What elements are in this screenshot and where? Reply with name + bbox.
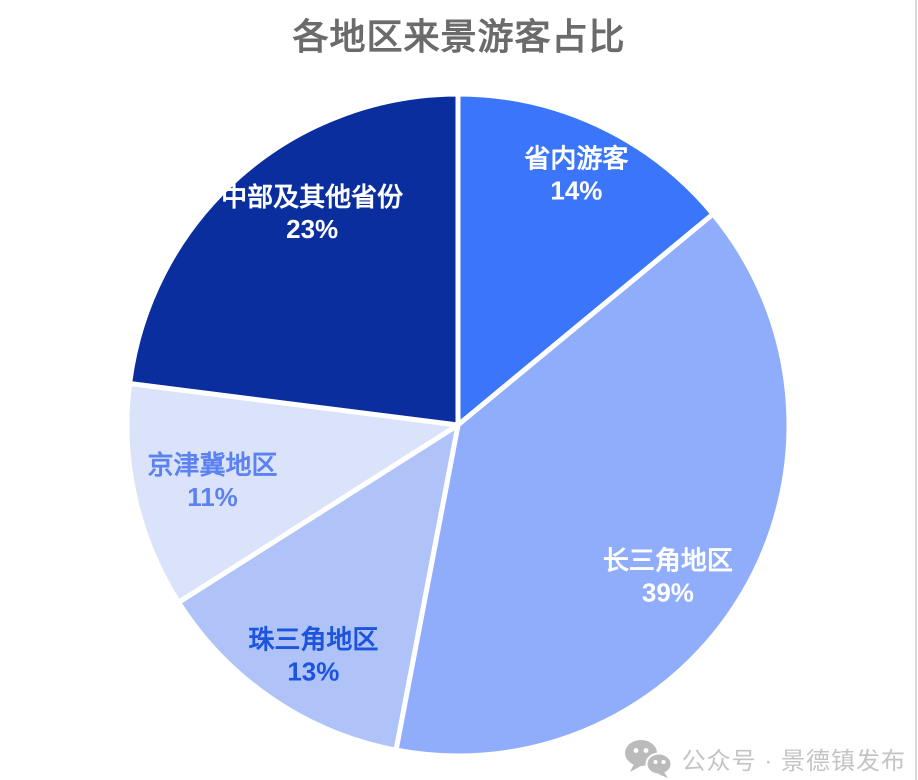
pie-slice-2 — [393, 211, 792, 759]
pie-slice-label-2: 长三角地区 39% — [603, 545, 733, 607]
pie-slice-label-1: 省内游客 14% — [523, 143, 629, 205]
pie-slice-label-4: 京津冀地区 11% — [147, 450, 277, 512]
chart-title: 各地区来景游客占比 — [292, 16, 626, 57]
pie-slice-4 — [124, 381, 461, 605]
pie-slice-3 — [176, 422, 461, 753]
watermark-text: 公众号 · 景德镇发布 — [681, 747, 906, 775]
wechat-icon — [624, 738, 672, 778]
window-edge-line — [915, 0, 917, 780]
watermark: 公众号 · 景德镇发布 — [624, 738, 906, 778]
pie-slice-1 — [455, 91, 716, 428]
pie-slice-5 — [127, 91, 461, 428]
pie-slice-label-3: 珠三角地区 13% — [248, 625, 378, 687]
pie-slice-label-5: 中部及其他省份 23% — [221, 182, 403, 244]
